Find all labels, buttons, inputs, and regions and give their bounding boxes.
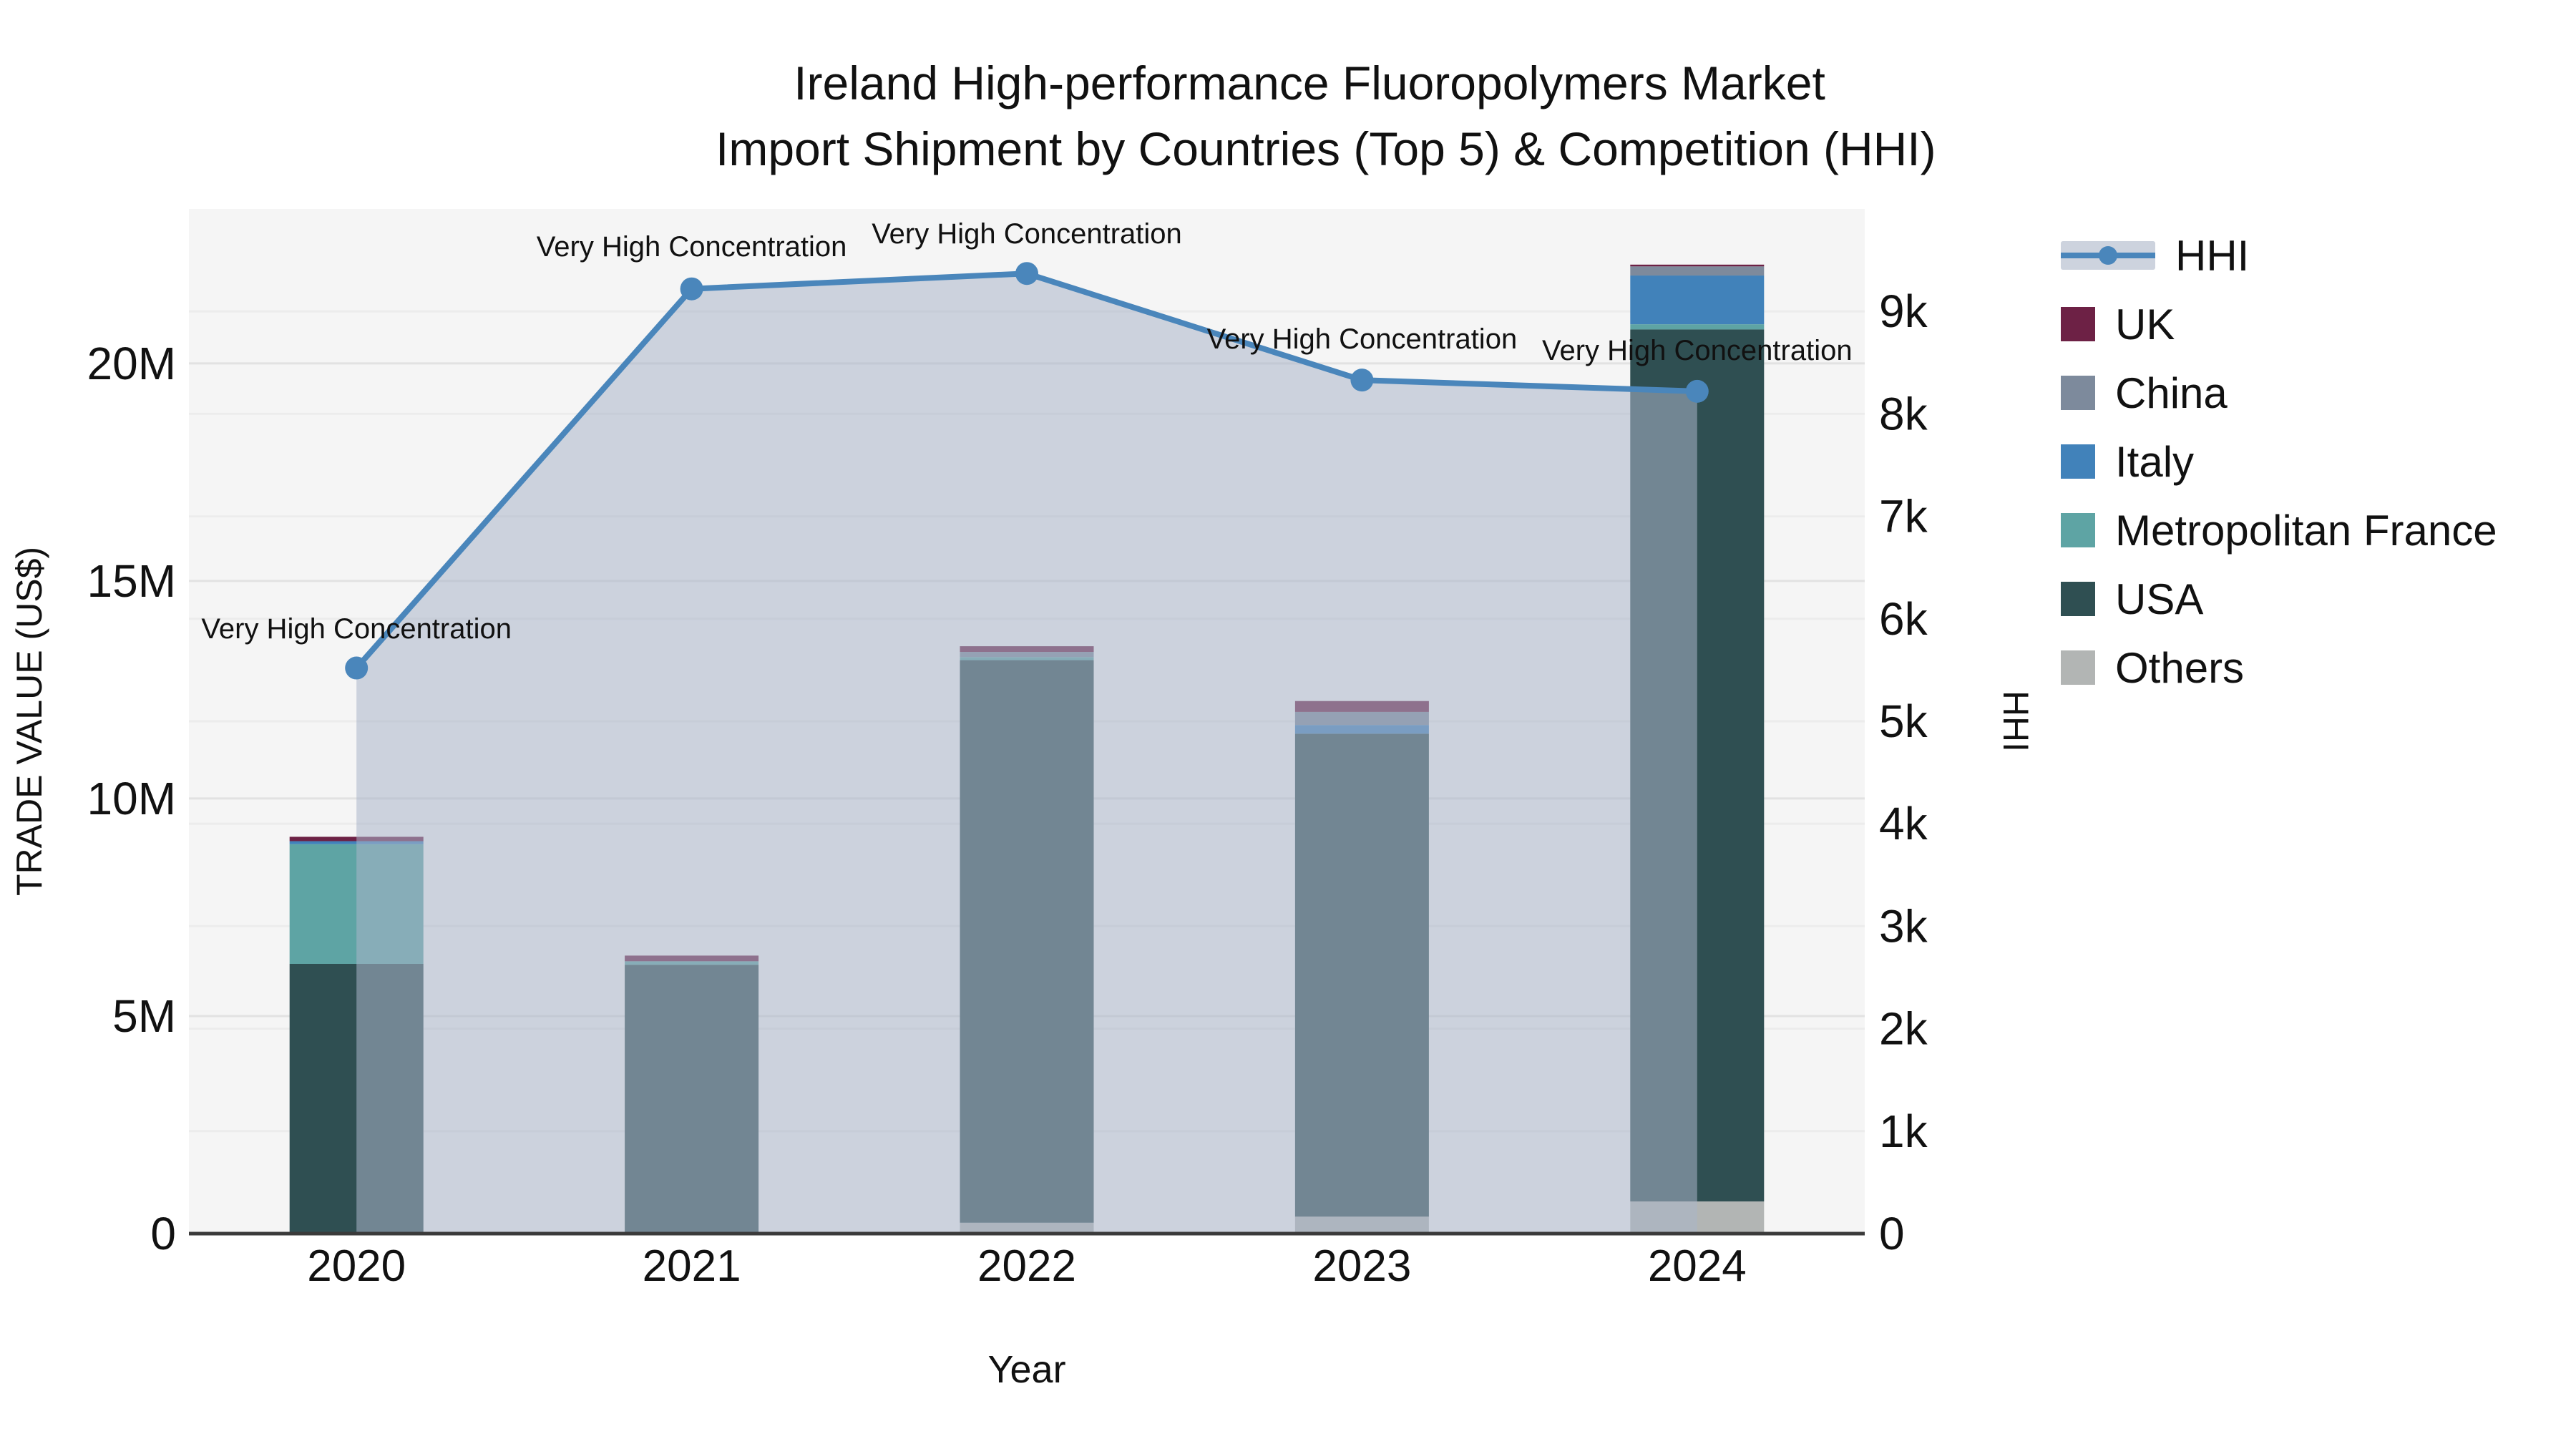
legend-swatch-uk bbox=[2061, 307, 2095, 341]
legend-label-usa: USA bbox=[2115, 575, 2204, 623]
legend-item-uk: UK bbox=[2061, 299, 2562, 349]
y-right-axis-title: HHI bbox=[1996, 691, 2036, 752]
legend-label-italy: Italy bbox=[2115, 437, 2195, 486]
legend-item-others: Others bbox=[2061, 643, 2562, 693]
bar-segment-italy-2024 bbox=[1630, 275, 1765, 325]
y-right-tick-6k: 6k bbox=[1879, 593, 1928, 645]
hhi-marker-2024 bbox=[1685, 379, 1709, 403]
y-left-tick-15M: 15M bbox=[87, 555, 177, 607]
y-right-tick-4k: 4k bbox=[1879, 798, 1928, 849]
chart-title: Ireland High-performance Fluoropolymers … bbox=[716, 50, 1936, 182]
hhi-area-fill bbox=[356, 273, 1697, 1234]
y-left-tick-10M: 10M bbox=[87, 773, 177, 824]
x-axis-title: Year bbox=[987, 1348, 1065, 1391]
chart-legend: HHI UK China Italy Metropolitan France USA Oth… bbox=[2061, 230, 2562, 693]
legend-hhi-marker bbox=[2099, 246, 2117, 265]
bar-segment-china-2024 bbox=[1630, 266, 1765, 276]
hhi-marker-2023 bbox=[1350, 369, 1374, 392]
chart-title-line2: Import Shipment by Countries (Top 5) & C… bbox=[716, 122, 1936, 175]
legend-label-uk: UK bbox=[2115, 300, 2175, 348]
y-right-tick-8k: 8k bbox=[1879, 388, 1928, 439]
x-tick-2023: 2023 bbox=[1312, 1241, 1411, 1291]
legend-label-others: Others bbox=[2115, 643, 2245, 692]
y-left-tick-20M: 20M bbox=[87, 338, 177, 389]
legend-hhi-line-icon bbox=[2061, 241, 2155, 270]
annotation-2024: Very High Concentration bbox=[1542, 335, 1853, 366]
annotation-2020: Very High Concentration bbox=[201, 613, 512, 645]
bar-segment-metropolitan-france-2024 bbox=[1630, 324, 1765, 330]
y-right-tick-9k: 9k bbox=[1879, 286, 1928, 337]
x-tick-2022: 2022 bbox=[977, 1241, 1076, 1291]
legend-swatch-china bbox=[2061, 376, 2095, 410]
x-tick-2021: 2021 bbox=[643, 1241, 741, 1291]
legend-label-hhi: HHI bbox=[2175, 231, 2250, 280]
y-left-tick-5M: 5M bbox=[112, 990, 176, 1042]
y-left-tick-0: 0 bbox=[150, 1208, 176, 1259]
chart-title-line1: Ireland High-performance Fluoropolymers … bbox=[794, 57, 1825, 109]
y-left-axis-title: TRADE VALUE (US$) bbox=[9, 547, 49, 896]
hhi-marker-2020 bbox=[345, 656, 369, 680]
x-tick-2020: 2020 bbox=[307, 1241, 406, 1291]
legend-swatch-italy bbox=[2061, 444, 2095, 479]
legend-swatch-metropolitan-france bbox=[2061, 513, 2095, 547]
legend-swatch-others bbox=[2061, 650, 2095, 685]
legend-label-china: China bbox=[2115, 369, 2228, 417]
annotation-2022: Very High Concentration bbox=[872, 218, 1182, 250]
bar-segment-uk-2024 bbox=[1630, 264, 1765, 267]
y-right-tick-7k: 7k bbox=[1879, 491, 1928, 542]
legend-item-usa: USA bbox=[2061, 574, 2562, 624]
annotation-2023: Very High Concentration bbox=[1207, 323, 1518, 355]
legend-label-metropolitan-france: Metropolitan France bbox=[2115, 506, 2497, 555]
annotation-2021: Very High Concentration bbox=[537, 231, 847, 263]
legend-item-hhi: HHI bbox=[2061, 230, 2562, 280]
y-right-tick-3k: 3k bbox=[1879, 900, 1928, 952]
y-right-tick-5k: 5k bbox=[1879, 696, 1928, 747]
legend-item-metropolitan-france: Metropolitan France bbox=[2061, 505, 2562, 555]
y-right-tick-2k: 2k bbox=[1879, 1003, 1928, 1055]
y-right-tick-0: 0 bbox=[1879, 1208, 1905, 1259]
hhi-marker-2022 bbox=[1015, 262, 1038, 286]
y-right-tick-1k: 1k bbox=[1879, 1106, 1928, 1157]
legend-item-china: China bbox=[2061, 368, 2562, 418]
x-tick-2024: 2024 bbox=[1648, 1241, 1747, 1291]
legend-swatch-usa bbox=[2061, 582, 2095, 616]
legend-item-italy: Italy bbox=[2061, 436, 2562, 487]
hhi-marker-2021 bbox=[680, 277, 703, 301]
